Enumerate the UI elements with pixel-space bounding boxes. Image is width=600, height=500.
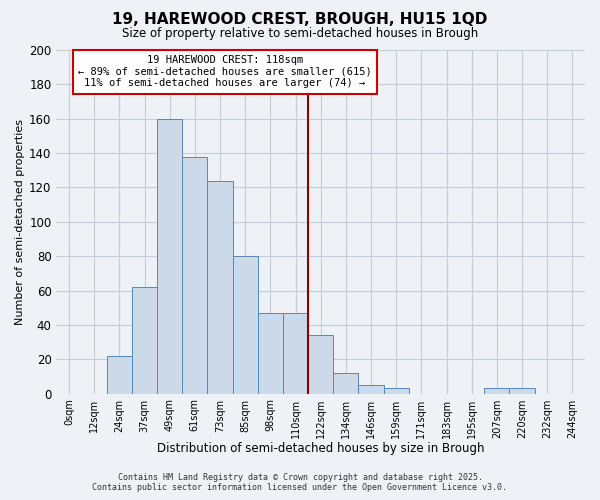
Bar xyxy=(509,388,535,394)
Text: 19 HAREWOOD CREST: 118sqm
← 89% of semi-detached houses are smaller (615)
11% of: 19 HAREWOOD CREST: 118sqm ← 89% of semi-… xyxy=(78,55,372,88)
Bar xyxy=(208,180,233,394)
Text: Size of property relative to semi-detached houses in Brough: Size of property relative to semi-detach… xyxy=(122,28,478,40)
Bar xyxy=(182,156,208,394)
Y-axis label: Number of semi-detached properties: Number of semi-detached properties xyxy=(15,119,25,325)
Bar xyxy=(484,388,509,394)
Bar xyxy=(308,335,333,394)
Text: 19, HAREWOOD CREST, BROUGH, HU15 1QD: 19, HAREWOOD CREST, BROUGH, HU15 1QD xyxy=(112,12,488,28)
Bar xyxy=(107,356,132,394)
Bar xyxy=(157,118,182,394)
Bar xyxy=(358,385,383,394)
Text: Contains HM Land Registry data © Crown copyright and database right 2025.
Contai: Contains HM Land Registry data © Crown c… xyxy=(92,473,508,492)
Bar xyxy=(233,256,258,394)
X-axis label: Distribution of semi-detached houses by size in Brough: Distribution of semi-detached houses by … xyxy=(157,442,484,455)
Bar xyxy=(333,373,358,394)
Bar xyxy=(132,287,157,394)
Bar xyxy=(283,313,308,394)
Bar xyxy=(383,388,409,394)
Bar xyxy=(258,313,283,394)
